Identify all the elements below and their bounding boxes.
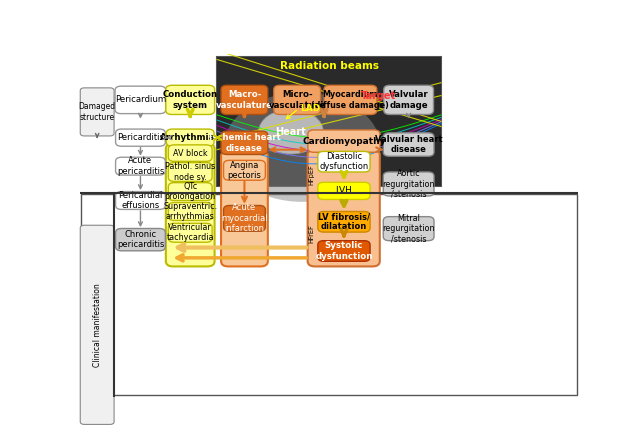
Ellipse shape bbox=[224, 92, 381, 202]
Text: Aortic
regurgitation
/stenosis: Aortic regurgitation /stenosis bbox=[383, 169, 435, 199]
FancyBboxPatch shape bbox=[80, 88, 114, 136]
Text: Clinical manifestation: Clinical manifestation bbox=[92, 283, 101, 367]
FancyBboxPatch shape bbox=[168, 202, 212, 220]
Bar bbox=[217, 57, 441, 186]
Text: LVH: LVH bbox=[336, 186, 352, 195]
Text: Target: Target bbox=[361, 91, 396, 101]
Text: Pericarditis: Pericarditis bbox=[117, 133, 164, 142]
Text: Macro-
vasculature: Macro- vasculature bbox=[216, 90, 273, 110]
Text: LV fibrosis/
dilatation: LV fibrosis/ dilatation bbox=[318, 212, 370, 231]
FancyBboxPatch shape bbox=[273, 85, 320, 115]
FancyBboxPatch shape bbox=[318, 151, 370, 172]
FancyBboxPatch shape bbox=[223, 206, 265, 231]
Text: Ventricular
tachycardia: Ventricular tachycardia bbox=[166, 223, 214, 243]
FancyBboxPatch shape bbox=[318, 241, 370, 261]
Text: Valvular heart
disease: Valvular heart disease bbox=[375, 135, 442, 154]
FancyBboxPatch shape bbox=[383, 133, 434, 156]
FancyBboxPatch shape bbox=[318, 182, 370, 199]
FancyBboxPatch shape bbox=[166, 144, 214, 266]
Text: Acute
myocardial
infarction: Acute myocardial infarction bbox=[221, 203, 268, 233]
Text: Ischemic heart
disease: Ischemic heart disease bbox=[209, 133, 281, 153]
FancyBboxPatch shape bbox=[168, 223, 212, 242]
FancyBboxPatch shape bbox=[115, 86, 166, 114]
FancyBboxPatch shape bbox=[166, 129, 214, 146]
Text: Myocardium
(diffuse damage): Myocardium (diffuse damage) bbox=[311, 90, 389, 110]
Text: Diastolic
dysfunction: Diastolic dysfunction bbox=[319, 152, 369, 171]
Text: HFpEF: HFpEF bbox=[308, 164, 314, 185]
Text: Cardiomyopathy: Cardiomyopathy bbox=[302, 136, 386, 145]
FancyBboxPatch shape bbox=[80, 225, 114, 425]
Text: Systolic
dysfunction: Systolic dysfunction bbox=[315, 241, 372, 260]
FancyBboxPatch shape bbox=[166, 85, 214, 115]
Text: Heart: Heart bbox=[275, 127, 306, 136]
Text: Conduction
system: Conduction system bbox=[162, 90, 218, 110]
Circle shape bbox=[259, 109, 324, 154]
Text: Acute
pericarditis: Acute pericarditis bbox=[117, 157, 164, 176]
Text: Arrhythmias: Arrhythmias bbox=[160, 133, 220, 142]
Text: AV block: AV block bbox=[173, 149, 207, 157]
FancyBboxPatch shape bbox=[384, 85, 433, 115]
FancyBboxPatch shape bbox=[383, 217, 434, 241]
FancyBboxPatch shape bbox=[324, 85, 377, 115]
FancyBboxPatch shape bbox=[308, 130, 380, 152]
Text: Pathol. sinus
node sy.: Pathol. sinus node sy. bbox=[165, 162, 215, 182]
FancyBboxPatch shape bbox=[168, 162, 212, 182]
FancyBboxPatch shape bbox=[168, 145, 212, 161]
Text: Valvular
damage: Valvular damage bbox=[389, 90, 428, 110]
FancyBboxPatch shape bbox=[318, 211, 370, 232]
FancyBboxPatch shape bbox=[383, 172, 434, 196]
Text: Micro-
vasculature: Micro- vasculature bbox=[268, 90, 325, 110]
Text: Pericardial
effusions: Pericardial effusions bbox=[118, 191, 162, 210]
FancyBboxPatch shape bbox=[221, 85, 268, 115]
FancyBboxPatch shape bbox=[168, 183, 212, 201]
FancyBboxPatch shape bbox=[217, 57, 441, 186]
Text: Damaged
structure: Damaged structure bbox=[78, 102, 116, 122]
FancyBboxPatch shape bbox=[221, 131, 268, 154]
FancyBboxPatch shape bbox=[116, 129, 166, 146]
Text: Pericardium: Pericardium bbox=[115, 95, 166, 104]
FancyBboxPatch shape bbox=[223, 160, 265, 180]
Text: Supraventric.
arrhythmias: Supraventric. arrhythmias bbox=[163, 202, 217, 221]
Text: LAD: LAD bbox=[300, 104, 320, 113]
FancyBboxPatch shape bbox=[116, 157, 166, 175]
FancyBboxPatch shape bbox=[308, 150, 380, 266]
FancyBboxPatch shape bbox=[221, 151, 268, 266]
Text: Chronic
pericarditis: Chronic pericarditis bbox=[117, 230, 164, 249]
Text: Radiation beams: Radiation beams bbox=[279, 61, 379, 71]
Text: Mitral
regurgitation
/stenosis: Mitral regurgitation /stenosis bbox=[383, 214, 435, 244]
FancyBboxPatch shape bbox=[116, 192, 166, 210]
Text: HFrEF: HFrEF bbox=[308, 224, 314, 243]
Text: QTc
prolongation: QTc prolongation bbox=[164, 182, 216, 201]
Text: Angina
pectoris: Angina pectoris bbox=[227, 161, 261, 180]
FancyBboxPatch shape bbox=[116, 228, 166, 251]
